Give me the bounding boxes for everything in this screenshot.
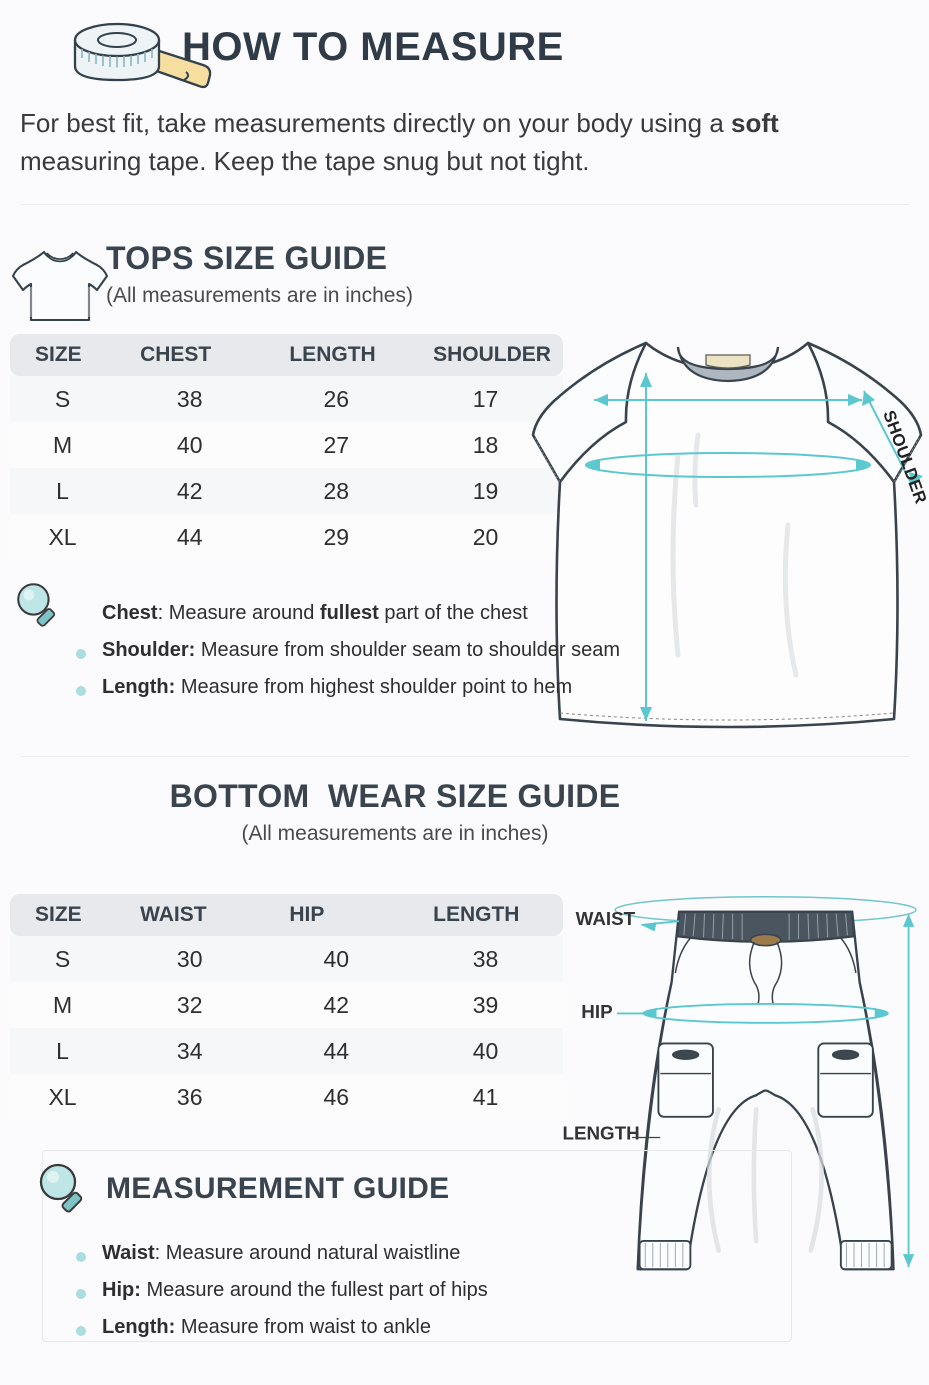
svg-text:LENGTH: LENGTH [562, 1122, 639, 1143]
svg-text:WAIST: WAIST [576, 908, 636, 929]
svg-text:HIP: HIP [581, 1001, 612, 1022]
